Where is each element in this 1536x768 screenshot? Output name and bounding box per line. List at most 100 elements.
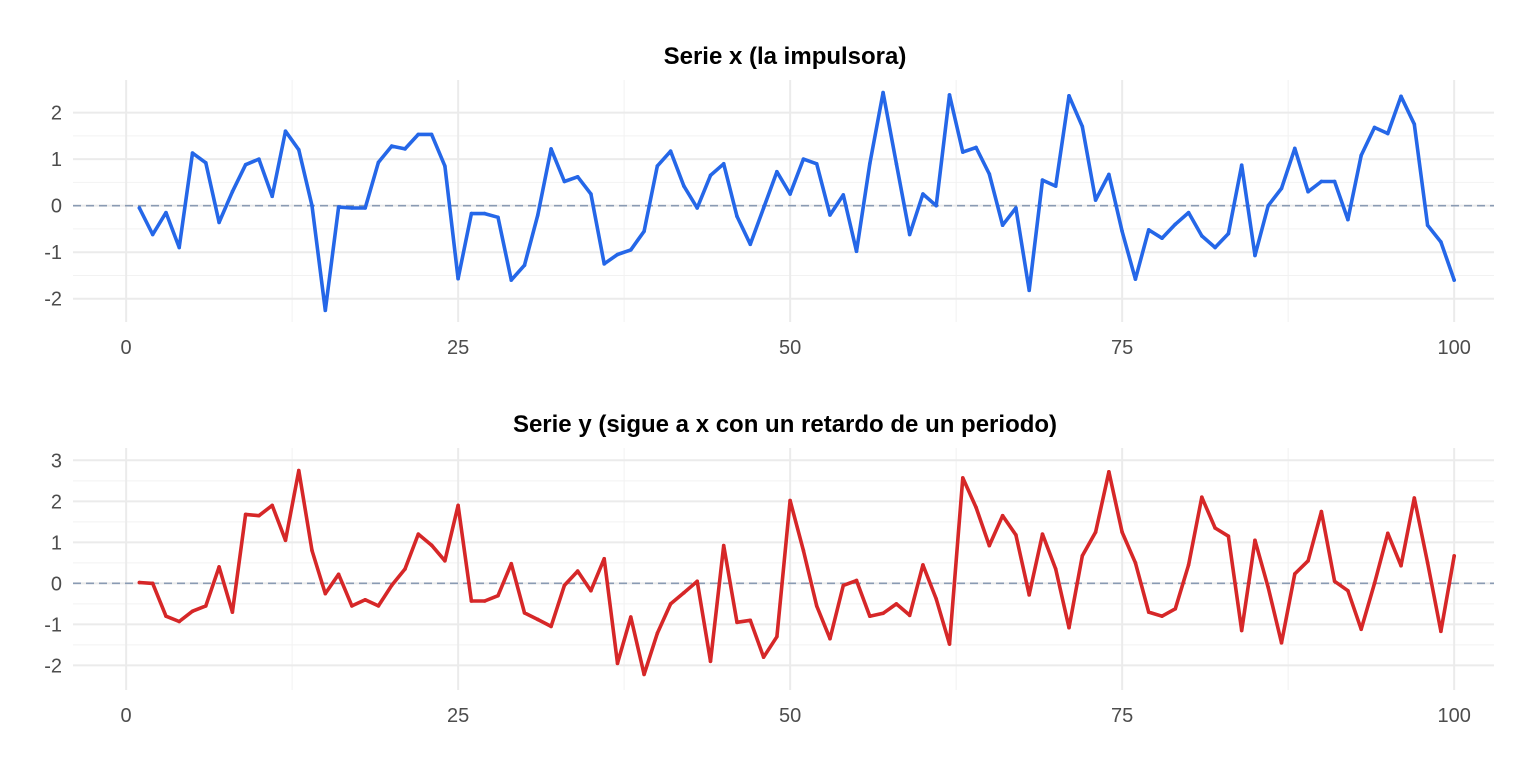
data-point [469,211,474,216]
y-tick-label: -1 [44,242,62,264]
y-tick-label: 1 [51,149,62,171]
y-tick-label: 3 [51,450,62,472]
data-point [1107,172,1111,177]
data-point [1067,94,1071,98]
data-point [1266,203,1271,208]
data-point [1027,288,1031,293]
data-point [389,144,394,148]
data-point [522,611,527,615]
data-points-y [137,468,1456,677]
data-point [854,578,859,583]
data-point [602,262,607,266]
y-tick-label: 2 [51,103,62,125]
data-point [828,636,832,641]
data-point [1346,217,1350,222]
data-point [1372,125,1377,130]
data-point [814,604,819,608]
data-point [217,565,221,569]
data-point [828,213,832,217]
data-point [1279,641,1284,645]
data-point [695,206,699,210]
data-point [270,503,275,508]
data-point [841,193,846,197]
data-point [761,655,766,659]
data-point [708,173,713,178]
data-point [881,611,885,616]
x-tick-label: 0 [121,705,132,727]
data-point [296,148,301,152]
data-point [642,672,646,677]
data-point [735,620,739,625]
data-point [854,249,859,254]
data-point [204,161,208,165]
data-point [443,164,447,168]
data-point [204,604,208,608]
data-point [575,175,580,179]
data-point [509,278,514,282]
data-point [350,604,354,608]
data-point [1385,531,1390,536]
data-point [1067,625,1071,630]
data-point [655,164,660,168]
data-point [522,263,527,268]
data-point [868,161,872,166]
data-point [296,468,301,473]
data-point [987,543,992,548]
data-point [1412,122,1417,127]
data-point [443,558,447,563]
data-point [403,147,407,151]
x-tick-label: 0 [121,337,132,359]
data-point [628,248,633,252]
data-point [1133,277,1138,281]
data-point [788,498,792,503]
data-point [801,157,806,161]
data-point [243,162,248,167]
data-point [217,220,221,225]
data-point [257,157,261,161]
data-point [1306,189,1310,194]
data-point [1399,563,1403,568]
data-point [1439,629,1443,634]
data-point [615,661,620,666]
data-point [1279,186,1284,191]
data-point [1186,563,1191,567]
data-point [1226,534,1231,538]
data-point [907,613,912,618]
data-point [668,149,673,154]
data-point [1186,210,1191,215]
data-point [482,211,487,216]
data-point [682,590,686,595]
data-point [801,548,806,553]
grid-x [73,80,1494,322]
data-point [562,583,567,588]
data-point [350,206,354,210]
data-point [575,569,580,573]
data-point [1160,614,1164,618]
data-point [323,591,328,596]
data-point [536,213,540,217]
data-point [336,205,341,209]
data-point [894,161,899,166]
x-tick-label: 100 [1437,337,1470,359]
data-point [1200,495,1204,500]
data-point [1319,509,1324,514]
data-point [1146,228,1151,232]
y-tick-label: -2 [44,655,62,677]
data-point [1053,567,1058,571]
data-point [894,602,899,606]
chart-title-y: Serie y (sigue a x con un retardo de un … [513,411,1057,438]
data-point [1027,593,1031,597]
data-point [1160,236,1164,241]
data-point [947,93,952,97]
data-point [655,631,660,636]
data-point [376,160,381,165]
data-point [190,151,195,155]
data-point [482,599,487,603]
data-point [1359,627,1363,632]
data-point [429,543,434,548]
data-point [628,615,633,619]
data-point [987,172,992,176]
data-point [1200,234,1204,238]
data-point [1093,530,1098,534]
data-point [1146,610,1151,614]
